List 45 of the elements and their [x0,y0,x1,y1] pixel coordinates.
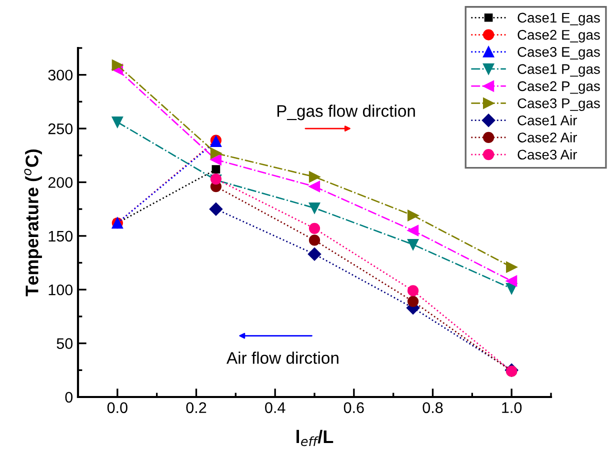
point [308,248,322,261]
legend-label: Case3 P_gas [518,98,600,111]
y-tick-label: 100 [48,284,73,296]
x-tick-label: 0.0 [107,402,128,414]
legend-label: Case1 P_gas [518,64,600,77]
x-tick-label: 0.4 [265,402,286,414]
x-tick-label: 0.2 [186,402,206,414]
point [112,116,123,128]
x-tick-label: 0.6 [344,402,364,414]
point [209,202,223,216]
point [308,202,320,214]
legend-label: Case3 E_gas [518,47,600,60]
y-axis-title: Temperature ($^{o}$C) [24,149,42,296]
y-tick-label: 200 [48,177,73,188]
x-axis-title: l$_{eff}$/L [296,430,334,446]
point [506,275,518,287]
point [308,234,320,246]
annotation: Air flow dirction [226,352,338,364]
point [506,262,518,273]
point [212,165,220,174]
y-tick-label: 250 [48,123,73,134]
y-tick-label: 150 [48,230,73,242]
point [210,148,222,159]
legend-label: Case1 E_gas [518,12,600,26]
legend-label: Case3 Air [518,149,578,160]
point [308,171,320,182]
point [112,60,123,71]
legend-label: Case2 E_gas [518,30,600,42]
y-tick-label: 0 [65,392,73,403]
y-tick-label: 50 [56,338,73,349]
legend-label: Case2 P_gas [518,81,600,94]
x-tick-label: 1.0 [502,402,522,414]
legend-label: Case2 Air [518,132,578,142]
point [407,238,419,250]
point [210,154,222,166]
point [407,296,419,307]
y-tick-label: 300 [48,70,73,81]
annotation: P_gas flow dirction [277,104,415,120]
point [407,285,419,296]
point [407,225,419,236]
point [407,210,419,222]
point [308,222,320,234]
x-tick-label: 0.8 [422,402,443,414]
legend-label: Case1 Air [518,115,578,126]
point [308,180,320,192]
